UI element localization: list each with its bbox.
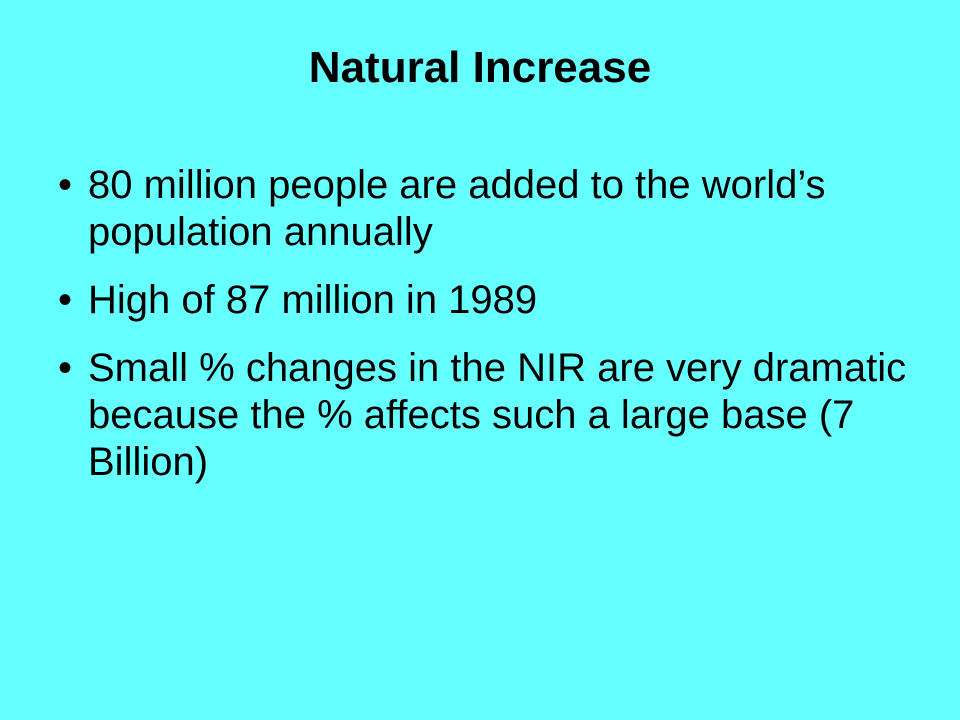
slide-title: Natural Increase bbox=[308, 43, 652, 92]
bullet-item-1: • 80 million people are added to the wor… bbox=[58, 162, 938, 256]
bullet-item-3: • Small % changes in the NIR are very dr… bbox=[58, 345, 938, 486]
bullet-dot-icon: • bbox=[58, 278, 73, 322]
bullet-text-3: Small % changes in the NIR are very dram… bbox=[88, 346, 907, 484]
bullet-dot-icon: • bbox=[58, 346, 73, 390]
bullet-text-1: 80 million people are added to the world… bbox=[88, 163, 826, 254]
bullet-dot-icon: • bbox=[58, 163, 73, 207]
bullet-list: • 80 million people are added to the wor… bbox=[58, 162, 938, 507]
bullet-item-2: • High of 87 million in 1989 bbox=[58, 277, 938, 324]
bullet-text-2: High of 87 million in 1989 bbox=[88, 278, 538, 322]
